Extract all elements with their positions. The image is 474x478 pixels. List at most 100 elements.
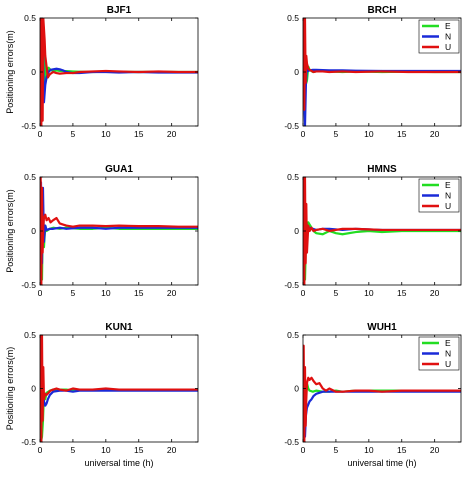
y-tick-label: 0.5	[287, 13, 299, 23]
series-group	[303, 344, 461, 442]
x-tick-label: 15	[134, 129, 144, 139]
legend: ENU	[418, 178, 460, 213]
x-tick-label: 20	[430, 129, 440, 139]
x-tick-label: 5	[71, 129, 76, 139]
panel-title: GUA1	[105, 164, 133, 175]
legend-label-u: U	[445, 359, 451, 369]
x-tick-label: 10	[101, 288, 111, 298]
legend-label-n: N	[445, 349, 451, 359]
panel-title: KUN1	[105, 322, 133, 333]
x-tick-label: 10	[101, 129, 111, 139]
x-tick-label: 5	[334, 445, 339, 455]
series-line-n	[303, 65, 461, 126]
series-group	[303, 177, 461, 285]
y-tick-label: 0	[31, 226, 36, 236]
panel-title: BRCH	[368, 5, 397, 16]
x-tick-label: 15	[397, 288, 407, 298]
x-tick-label: 10	[101, 445, 111, 455]
legend: ENU	[418, 19, 460, 54]
x-tick-label: 20	[167, 129, 177, 139]
x-tick-label: 15	[134, 445, 144, 455]
x-tick-label: 0	[301, 129, 306, 139]
series-line-e	[40, 388, 198, 442]
y-tick-label: 0	[294, 67, 299, 77]
x-tick-label: 20	[430, 288, 440, 298]
x-tick-label: 5	[71, 445, 76, 455]
series-line-u	[40, 177, 198, 285]
series-group	[303, 18, 461, 126]
y-tick-label: -0.5	[21, 121, 36, 131]
legend-label-n: N	[445, 191, 451, 201]
y-tick-label: -0.5	[284, 437, 299, 447]
x-tick-label: 15	[397, 445, 407, 455]
legend-label-e: E	[445, 338, 451, 348]
x-tick-label: 20	[167, 288, 177, 298]
series-line-u	[303, 177, 461, 285]
x-tick-label: 0	[301, 288, 306, 298]
y-tick-label: 0.5	[287, 172, 299, 182]
x-tick-label: 10	[364, 445, 374, 455]
y-tick-label: -0.5	[21, 280, 36, 290]
x-tick-label: 15	[134, 288, 144, 298]
y-tick-label: 0	[294, 384, 299, 394]
x-axis-label: universal time (h)	[84, 458, 153, 468]
series-line-e	[40, 197, 198, 281]
series-line-u	[40, 335, 198, 442]
series-line-n	[303, 208, 461, 243]
series-group	[40, 18, 198, 126]
x-tick-label: 0	[301, 445, 306, 455]
series-line-u	[303, 344, 461, 442]
y-tick-label: 0	[31, 384, 36, 394]
y-tick-label: 0	[31, 67, 36, 77]
x-tick-label: 0	[38, 288, 43, 298]
y-axis-label: Positioning errors(m)	[5, 347, 15, 431]
x-tick-label: 15	[397, 129, 407, 139]
y-tick-label: 0.5	[24, 330, 36, 340]
y-tick-label: -0.5	[284, 280, 299, 290]
y-tick-label: 0	[294, 226, 299, 236]
legend-label-e: E	[445, 21, 451, 31]
x-axis-label: universal time (h)	[347, 458, 416, 468]
series-group	[40, 335, 198, 442]
legend-label-u: U	[445, 42, 451, 52]
x-tick-label: 20	[167, 445, 177, 455]
x-tick-label: 10	[364, 129, 374, 139]
x-tick-label: 5	[71, 288, 76, 298]
series-line-e	[40, 19, 198, 111]
series-line-n	[40, 366, 198, 407]
y-tick-label: 0.5	[287, 330, 299, 340]
panel-title: WUH1	[367, 322, 397, 333]
legend-label-u: U	[445, 201, 451, 211]
series-line-n	[303, 388, 461, 438]
legend-label-e: E	[445, 180, 451, 190]
y-tick-label: -0.5	[284, 121, 299, 131]
y-axis-label: Positioning errors(m)	[5, 30, 15, 114]
panel-title: BJF1	[107, 5, 132, 16]
series-line-n	[40, 181, 198, 265]
y-tick-label: -0.5	[21, 437, 36, 447]
x-tick-label: 5	[334, 288, 339, 298]
legend: ENU	[418, 336, 460, 371]
x-tick-label: 10	[364, 288, 374, 298]
series-line-e	[303, 376, 461, 422]
y-tick-label: 0.5	[24, 13, 36, 23]
series-line-u	[303, 18, 461, 111]
series-line-u	[40, 18, 198, 126]
y-axis-label: Positioning errors(m)	[5, 189, 15, 273]
x-tick-label: 20	[430, 445, 440, 455]
panel-title: HMNS	[367, 164, 397, 175]
legend-label-n: N	[445, 32, 451, 42]
x-tick-label: 0	[38, 445, 43, 455]
x-tick-label: 5	[334, 129, 339, 139]
y-tick-label: 0.5	[24, 172, 36, 182]
x-tick-label: 0	[38, 129, 43, 139]
series-group	[40, 177, 198, 285]
axes-box	[39, 176, 199, 286]
